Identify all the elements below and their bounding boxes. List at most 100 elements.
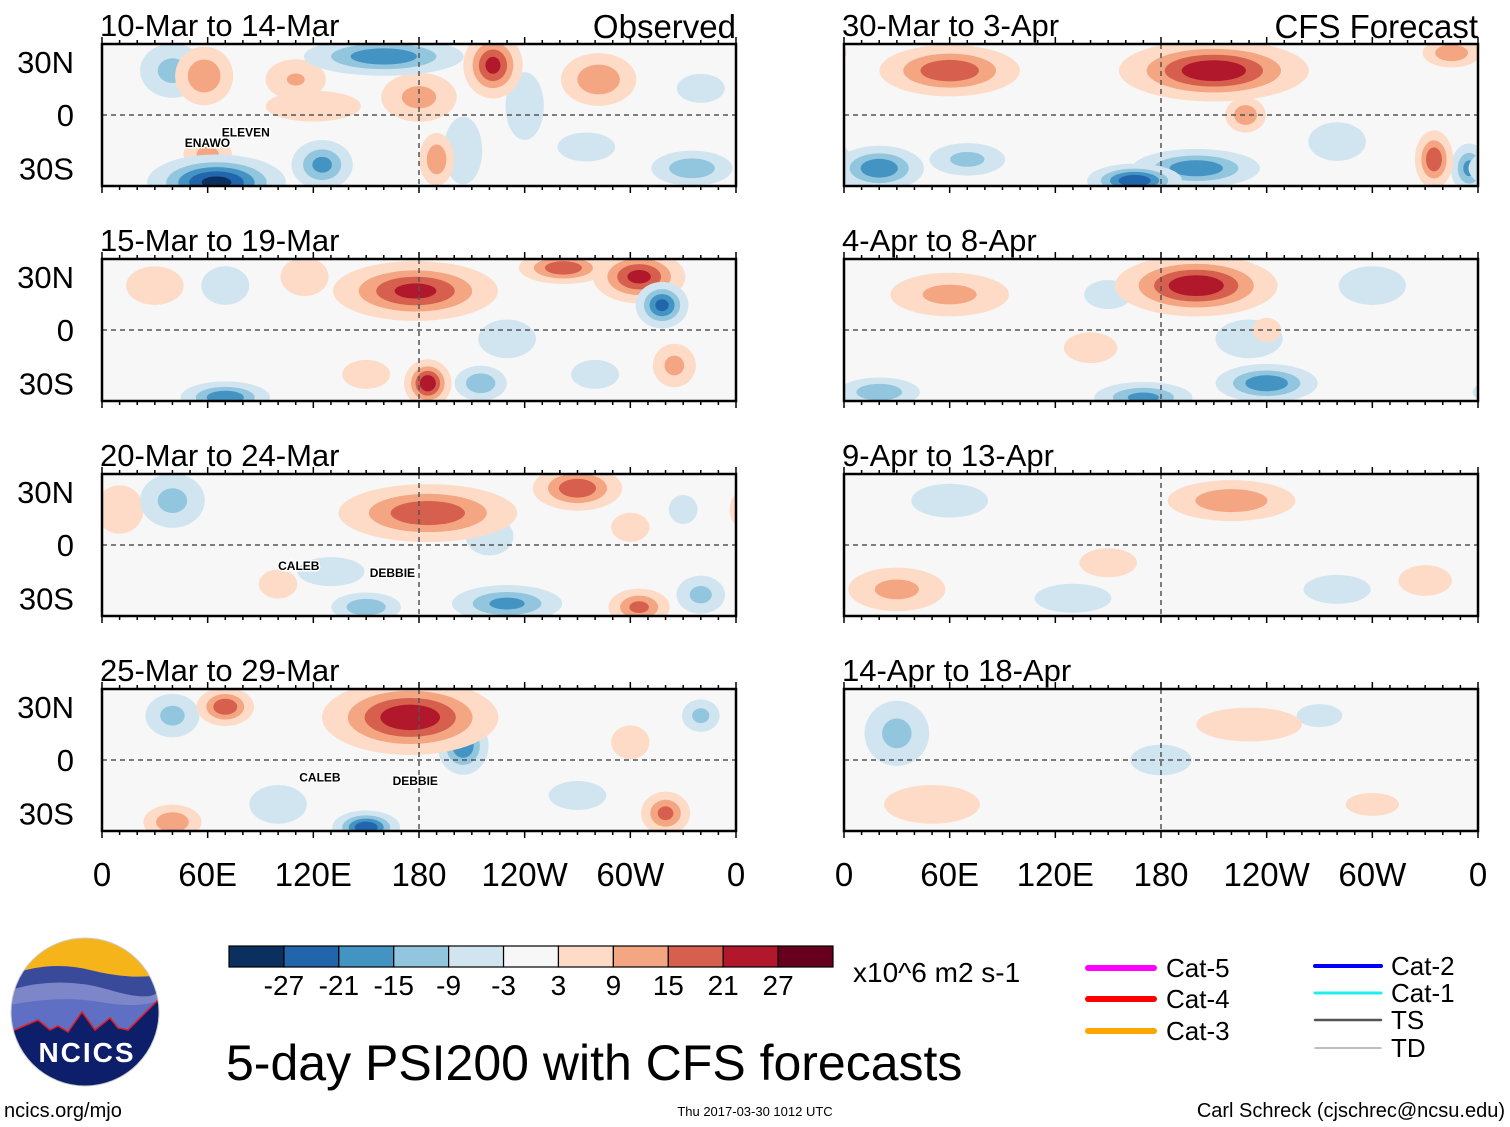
anomaly-contour xyxy=(213,698,238,715)
anomaly-contour xyxy=(1195,489,1268,513)
colorbar-swatch xyxy=(667,945,724,968)
colorbar-swatch xyxy=(612,945,669,968)
lat-tick-label: 0 xyxy=(57,743,74,778)
lon-tick-label: 180 xyxy=(391,856,446,893)
anomaly-contour xyxy=(206,390,244,401)
anomaly-contour xyxy=(201,266,250,305)
anomaly-contour xyxy=(1435,44,1468,62)
lat-tick-label: 30N xyxy=(17,690,74,725)
anomaly-contour xyxy=(443,116,483,185)
anomaly-contour xyxy=(354,821,378,831)
ncics-logo: NCICS xyxy=(10,937,160,1087)
map-panel: 14-Apr to 18-Apr xyxy=(842,653,1480,838)
storm-label: ELEVEN xyxy=(222,125,270,139)
anomaly-contour xyxy=(465,373,496,394)
track-label: Cat-5 xyxy=(1166,953,1230,983)
lat-tick-label: 30N xyxy=(17,260,74,295)
lat-tick-label: 30N xyxy=(17,475,74,510)
anomaly-contour xyxy=(1181,60,1246,82)
map-panel: 30-Mar to 3-Apr xyxy=(781,8,1510,193)
anomaly-contour xyxy=(1472,384,1478,400)
lon-tick-label: 120E xyxy=(1017,856,1094,893)
anomaly-contour xyxy=(394,283,437,299)
anomaly-contour xyxy=(692,708,710,724)
anomaly-contour xyxy=(380,704,441,731)
colorbar-label: -27 xyxy=(264,970,304,1001)
anomaly-contour xyxy=(1168,275,1224,297)
anomaly-contour xyxy=(1169,160,1223,177)
map-panel: 15-Mar to 19-Mar xyxy=(15,223,738,408)
lat-tick-label: 30S xyxy=(19,366,74,401)
anomaly-contour xyxy=(297,557,365,587)
colorbar-swatch xyxy=(722,945,779,968)
storm-label: DEBBIE xyxy=(370,566,415,580)
anomaly-contour xyxy=(426,144,447,175)
lat-tick-label: 30S xyxy=(19,581,74,616)
site-url[interactable]: ncics.org/mjo xyxy=(4,1100,122,1122)
anomaly-contour xyxy=(611,725,650,760)
anomaly-contour xyxy=(419,375,436,392)
anomaly-contour xyxy=(792,58,821,83)
anomaly-contour xyxy=(1490,384,1510,400)
units-label: x10^6 m2 s-1 xyxy=(853,957,1020,988)
lon-tick-label: 120E xyxy=(275,856,352,893)
anomaly-contour xyxy=(657,806,674,821)
anomaly-contour xyxy=(548,780,607,811)
anomaly-contour xyxy=(777,805,835,840)
anomaly-contour xyxy=(1495,159,1510,178)
colorbar: -27 -21 -15 -9 -3 3 9 15 21 27 xyxy=(228,945,834,1001)
colorbar-label: -15 xyxy=(373,970,413,1001)
anomaly-contour xyxy=(1234,105,1257,125)
map-panel: 4-Apr to 8-Apr xyxy=(842,223,1510,408)
track-label: TS xyxy=(1391,1005,1424,1035)
anomaly-contour xyxy=(0,53,2,106)
anomaly-contour xyxy=(729,493,736,526)
lon-tick-label: 180 xyxy=(1133,856,1188,893)
colorbar-label: -3 xyxy=(491,970,516,1001)
anomaly-contour xyxy=(126,266,184,305)
lat-tick-label: 30S xyxy=(19,151,74,186)
lon-tick-label: 120W xyxy=(482,856,569,893)
anomaly-contour xyxy=(922,284,977,305)
anomaly-contour xyxy=(280,259,329,297)
anomaly-contour xyxy=(1345,792,1400,816)
storm-label: CALEB xyxy=(278,559,320,573)
anomaly-contour xyxy=(860,158,898,178)
anomaly-contour xyxy=(21,299,34,311)
anomaly-contour xyxy=(505,72,544,140)
anomaly-contour xyxy=(801,45,834,61)
track-label: Cat-3 xyxy=(1166,1016,1230,1046)
anomaly-contour xyxy=(655,299,669,312)
anomaly-contour xyxy=(874,579,919,600)
map-panel: 20-Mar to 24-Mar CALEB DEBBIE xyxy=(100,438,738,623)
anomaly-contour xyxy=(781,130,819,188)
anomaly-contour xyxy=(664,355,685,376)
observed-header: Observed xyxy=(593,8,736,45)
anomaly-contour xyxy=(882,718,912,749)
anomaly-contour xyxy=(787,140,812,178)
lat-tick-label: 0 xyxy=(57,528,74,563)
anomaly-contour xyxy=(1338,266,1406,305)
anomaly-contour xyxy=(689,586,712,604)
map-panel: 9-Apr to 13-Apr xyxy=(842,438,1480,623)
panel-title: 10-Mar to 14-Mar xyxy=(100,8,339,43)
lat-tick-label: 30S xyxy=(19,796,74,831)
panel-title: 15-Mar to 19-Mar xyxy=(100,223,339,258)
lat-tick-label: 0 xyxy=(57,98,74,133)
lon-tick-label: 60W xyxy=(1338,856,1407,893)
timestamp: Thu 2017-03-30 1012 UTC xyxy=(677,1104,832,1119)
anomaly-contour xyxy=(669,158,715,179)
anomaly-contour xyxy=(286,73,305,86)
lat-tick-label: 30N xyxy=(17,45,74,80)
anomaly-contour xyxy=(15,294,40,316)
track-label: Cat-2 xyxy=(1391,951,1455,981)
anomaly-contour xyxy=(249,785,307,824)
anomaly-contour xyxy=(157,488,188,514)
anomaly-contour xyxy=(676,73,725,103)
anomaly-contour xyxy=(187,59,221,93)
lon-tick-label: 0 xyxy=(835,856,853,893)
anomaly-contour xyxy=(160,705,185,726)
anomaly-contour xyxy=(544,261,583,275)
